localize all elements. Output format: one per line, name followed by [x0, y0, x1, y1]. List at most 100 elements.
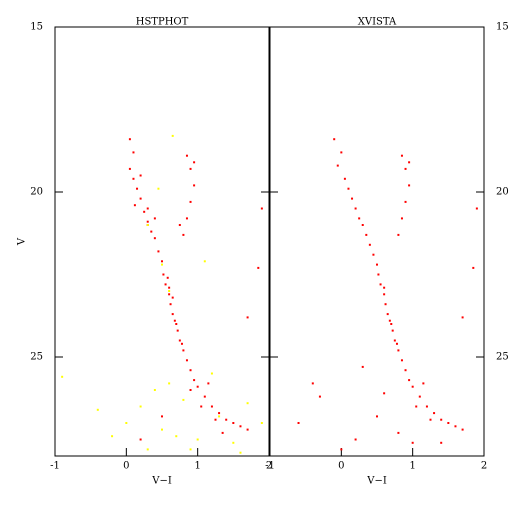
star-point — [153, 217, 156, 220]
star-point — [461, 316, 464, 319]
star-point — [168, 293, 171, 296]
star-point — [361, 365, 364, 368]
star-point — [391, 329, 394, 332]
y-axis-label: V — [17, 237, 28, 246]
star-point — [178, 224, 181, 226]
star-point — [232, 422, 235, 424]
star-point — [161, 260, 163, 263]
star-point — [175, 435, 178, 438]
plot-frame — [269, 26, 485, 457]
star-point — [185, 217, 188, 220]
star-point — [161, 415, 163, 418]
x-tick-label: -1 — [265, 461, 275, 472]
star-point — [354, 207, 357, 210]
x-tick-label: 2 — [266, 461, 272, 472]
star-point — [178, 339, 181, 342]
x-axis-label: V−I — [366, 476, 387, 487]
star-point — [347, 187, 350, 190]
star-point — [408, 379, 411, 382]
star-point — [168, 382, 171, 385]
star-point — [404, 200, 407, 203]
star-point — [351, 197, 354, 200]
star-point — [397, 233, 400, 236]
star-point — [384, 303, 387, 306]
star-point — [193, 161, 196, 164]
star-point — [239, 451, 242, 454]
y-tick-label: 25 — [30, 352, 43, 363]
star-point — [379, 283, 382, 286]
star-point — [162, 273, 165, 276]
star-point — [175, 323, 178, 325]
star-point — [246, 428, 249, 431]
star-point — [168, 286, 171, 289]
star-point — [210, 372, 213, 375]
star-point — [318, 395, 321, 398]
x-tick-label: -1 — [50, 461, 60, 472]
star-point — [168, 290, 171, 292]
star-point — [376, 263, 378, 266]
x-tick-label: 0 — [338, 461, 344, 472]
panel-title: HSTPHOT — [136, 17, 189, 28]
star-point — [169, 303, 172, 306]
star-point — [218, 415, 221, 418]
star-point — [133, 204, 136, 207]
star-point — [196, 438, 199, 441]
star-point — [383, 392, 386, 395]
star-point — [297, 422, 300, 424]
star-point — [132, 177, 135, 180]
x-tick-label: 1 — [194, 461, 200, 472]
star-point — [150, 230, 153, 233]
star-point — [185, 154, 188, 157]
x-axis-label: V−I — [151, 476, 172, 487]
star-point — [393, 339, 396, 342]
star-point — [125, 422, 128, 424]
star-point — [210, 405, 213, 408]
star-point — [176, 329, 179, 332]
star-point — [358, 217, 361, 220]
star-point — [333, 138, 336, 141]
star-point — [260, 422, 263, 424]
star-point — [411, 385, 414, 388]
star-point — [132, 151, 135, 154]
star-point — [214, 418, 217, 421]
star-point — [408, 161, 411, 164]
star-point — [386, 313, 389, 316]
star-point — [139, 197, 142, 200]
star-point — [146, 220, 149, 223]
panel-title: XVISTA — [358, 17, 397, 28]
star-point — [180, 342, 183, 345]
star-point — [153, 237, 156, 240]
star-point — [372, 253, 375, 256]
star-point — [143, 210, 146, 213]
star-point — [368, 243, 371, 246]
star-point — [404, 167, 407, 170]
star-point — [383, 286, 386, 289]
star-point — [146, 207, 149, 210]
star-point — [390, 323, 393, 325]
star-point — [221, 431, 224, 434]
star-point — [429, 418, 432, 421]
star-point — [182, 349, 185, 352]
star-point — [166, 276, 169, 279]
star-point — [139, 405, 142, 408]
star-point — [336, 164, 339, 167]
star-point — [340, 448, 343, 451]
star-point — [257, 266, 260, 269]
y-tick-label: 15 — [30, 22, 43, 33]
star-point — [139, 438, 142, 441]
star-point — [146, 448, 149, 451]
star-point — [425, 405, 428, 408]
star-point — [404, 369, 407, 372]
star-point — [157, 187, 160, 190]
star-point — [400, 154, 403, 157]
star-point — [411, 441, 414, 444]
star-point — [173, 319, 176, 322]
star-point — [128, 138, 131, 141]
star-point — [454, 425, 457, 428]
star-point — [415, 405, 418, 408]
star-point — [161, 263, 163, 266]
star-point — [232, 441, 235, 444]
star-point — [161, 428, 163, 431]
star-point — [193, 379, 196, 382]
